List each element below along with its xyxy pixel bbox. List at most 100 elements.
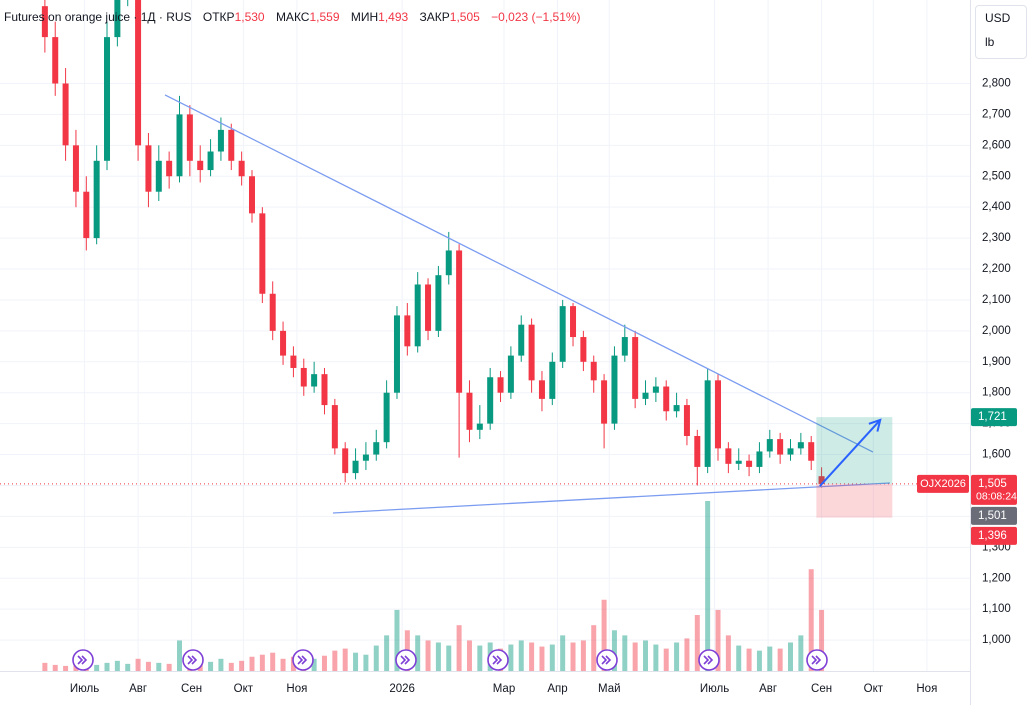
candle-body <box>435 275 442 331</box>
event-icon[interactable] <box>596 649 618 671</box>
candle-body <box>259 213 266 294</box>
ohlc-label: ЗАКР <box>419 10 450 24</box>
candle-body <box>818 476 825 484</box>
volume-bar <box>611 630 617 671</box>
volume-bar <box>42 662 48 671</box>
event-icon[interactable] <box>72 649 94 671</box>
candle-body <box>673 405 680 412</box>
candle-body <box>797 442 804 449</box>
candle-body <box>197 160 204 171</box>
arrow-head <box>868 418 882 432</box>
x-tick-label: Июль <box>700 683 729 695</box>
candle-body <box>104 37 111 161</box>
volume-bar <box>125 663 131 671</box>
event-icon[interactable] <box>182 649 204 671</box>
volume-bar <box>415 635 421 671</box>
trendline <box>164 94 874 453</box>
candle-body <box>72 145 79 192</box>
position-stop-zone <box>816 483 893 518</box>
volume-bar <box>104 662 110 671</box>
candle-body <box>808 442 815 461</box>
volume-bar <box>622 635 628 671</box>
candle-body <box>362 454 369 461</box>
volume-bar <box>208 661 214 671</box>
x-tick-label: Май <box>598 683 621 695</box>
candle-body <box>559 306 566 362</box>
candle-body <box>155 160 162 192</box>
candle-body <box>694 435 701 467</box>
candle-body <box>497 377 504 393</box>
candle-body <box>62 83 69 146</box>
candle-body <box>632 337 639 399</box>
measure-unit[interactable]: lb <box>985 35 995 49</box>
volume-bar <box>570 642 576 671</box>
volume-bar <box>435 642 441 671</box>
event-icon[interactable] <box>806 649 828 671</box>
price-tag <box>971 506 1017 525</box>
grid: 1,0001,1001,2001,3001,4001,5001,6001,700… <box>0 0 1011 695</box>
ohlc-label: МИН <box>350 10 379 24</box>
candle-body <box>787 448 794 455</box>
event-icon[interactable] <box>292 649 314 671</box>
x-tick-label: Ноя <box>286 683 307 695</box>
event-icon[interactable] <box>698 649 720 671</box>
volume-bar <box>508 644 514 671</box>
candle-body <box>476 423 483 430</box>
price-change: −0,023 (−1,51%) <box>491 10 581 24</box>
y-tick-label: 1,600 <box>982 449 1011 461</box>
volume-bar <box>777 648 783 671</box>
x-tick-label: Сен <box>181 683 202 695</box>
candle-body <box>383 392 390 443</box>
volume-bar <box>767 646 773 671</box>
candle-body <box>507 355 514 393</box>
candle-body <box>342 448 349 474</box>
price-tag-label: 1,505 <box>978 478 1007 490</box>
volume-bar <box>808 569 814 671</box>
volume-bar <box>674 642 680 671</box>
candle-body <box>683 405 690 436</box>
y-tick-label: 1,200 <box>982 572 1011 584</box>
candle-body <box>549 361 556 399</box>
countdown: 08:08:24 <box>976 491 1017 503</box>
units-selector[interactable]: USD lb <box>975 5 1027 59</box>
y-tick-label: 1,100 <box>982 603 1011 615</box>
volume-bar <box>477 645 483 671</box>
volume-bar <box>353 652 359 671</box>
candle-body <box>538 380 545 399</box>
candle-body <box>766 439 773 452</box>
candle-body <box>207 151 214 171</box>
price-tag-label: 1,396 <box>978 530 1007 542</box>
volume-bar <box>591 625 597 671</box>
event-icon[interactable] <box>395 649 417 671</box>
volume-bar <box>653 644 659 671</box>
volume-bar <box>456 625 462 671</box>
symbol-title: Futures on orange juice · 1Д · RUS <box>4 10 192 24</box>
y-tick-label: 2,100 <box>982 294 1011 306</box>
volume-bar <box>342 648 348 671</box>
currency-unit[interactable]: USD <box>985 11 1011 25</box>
candle-body <box>186 114 193 161</box>
volume-bar <box>466 640 472 671</box>
candle-body <box>466 392 473 430</box>
candle-body <box>352 460 359 474</box>
symbol-tag <box>917 474 969 493</box>
event-markers <box>72 649 828 671</box>
volume-bar <box>798 635 804 671</box>
volume-bar <box>259 654 265 671</box>
event-icon[interactable] <box>487 649 509 671</box>
volume-bar <box>311 658 317 671</box>
price-tag <box>971 474 1017 505</box>
volume-bar <box>446 645 452 671</box>
y-tick-label: 2,700 <box>982 108 1011 120</box>
candle-body <box>300 367 307 387</box>
candle-body <box>652 386 659 393</box>
candle-body <box>725 448 732 464</box>
candle-body <box>41 6 48 38</box>
ohlc-value: 1,559 <box>309 10 340 24</box>
candles <box>41 0 825 488</box>
candle-body <box>487 377 494 424</box>
y-tick-label: 2,800 <box>982 78 1011 90</box>
candle-body <box>663 386 670 412</box>
